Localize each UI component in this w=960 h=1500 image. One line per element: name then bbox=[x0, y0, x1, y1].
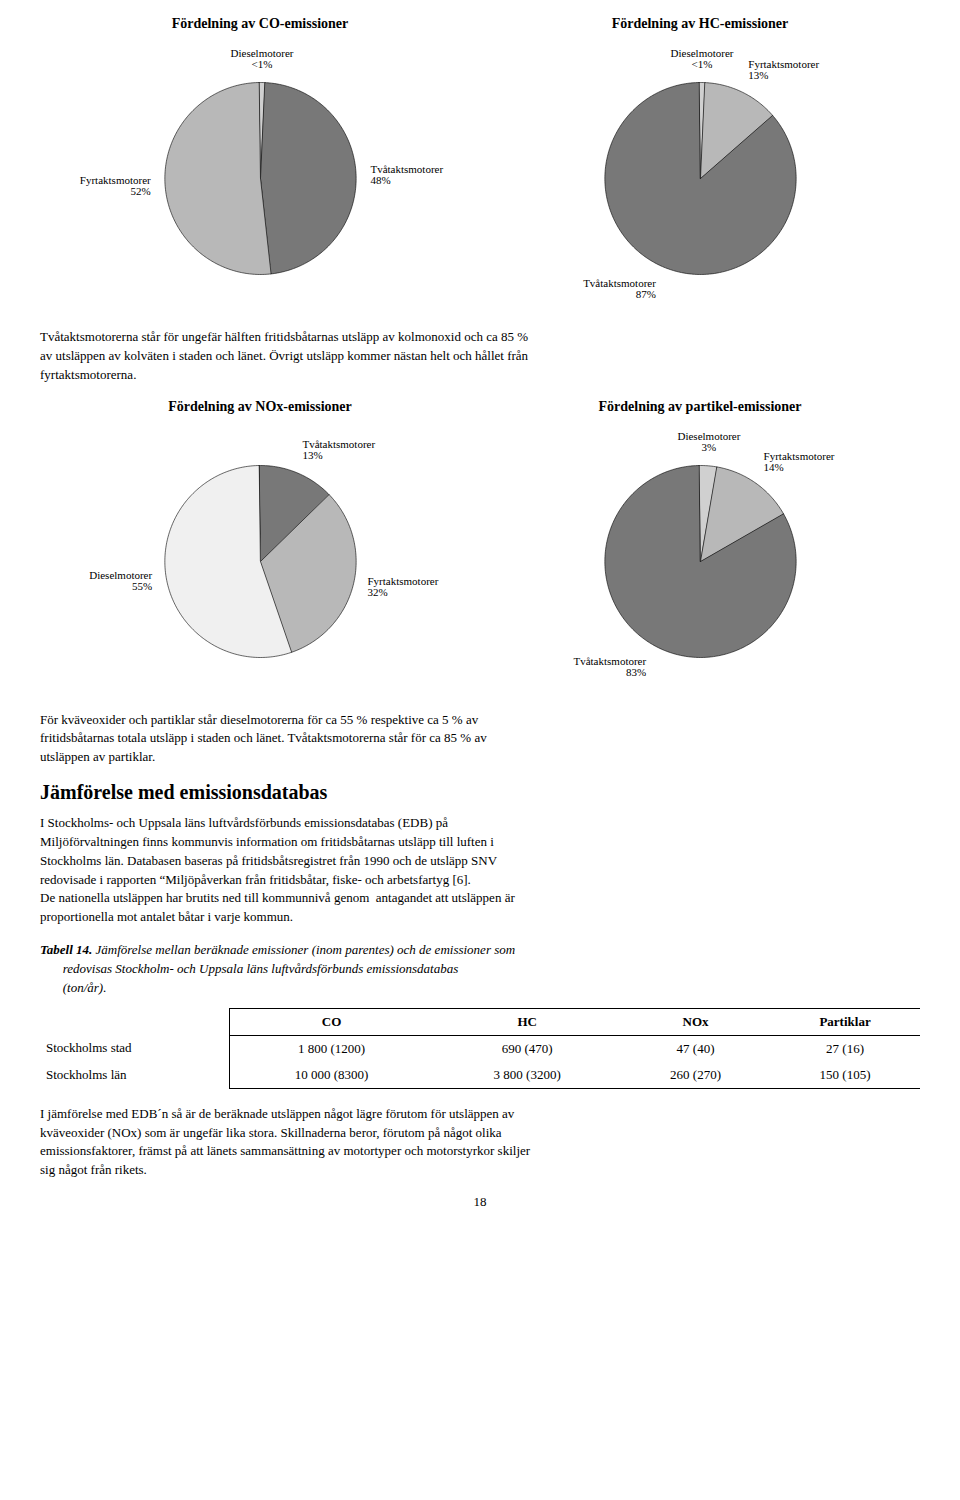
svg-text:Tvåtaktsmotorer87%: Tvåtaktsmotorer87% bbox=[583, 277, 656, 300]
html-text:Fördelning av HC-emissioner: Fördelning av HC-emissioner bbox=[611, 16, 789, 31]
html-text:Fördelning av partikel-emissio: Fördelning av partikel-emissioner bbox=[598, 398, 802, 414]
svg-text:Dieselmotorer<1%: Dieselmotorer<1% bbox=[671, 47, 734, 70]
svg-text:Dieselmotorer55%: Dieselmotorer55% bbox=[89, 568, 152, 591]
svg-text:Fyrtaktsmotorer13%: Fyrtaktsmotorer13% bbox=[748, 58, 819, 81]
html-text:47 (40): 47 (40) bbox=[676, 1040, 715, 1056]
html-text:18: 18 bbox=[473, 1194, 487, 1209]
svg-text:Tvåtaktsmotorer48%: Tvåtaktsmotorer48% bbox=[370, 163, 443, 186]
html-text:690 (470): 690 (470) bbox=[501, 1040, 553, 1056]
html-text:260 (270): 260 (270) bbox=[670, 1066, 721, 1082]
html-text:Fördelning av CO-emissioner: Fördelning av CO-emissioner bbox=[171, 16, 349, 31]
html-text:27 (16): 27 (16) bbox=[826, 1040, 864, 1056]
html-text:Jämförelse med emissionsdataba: Jämförelse med emissionsdatabas bbox=[40, 781, 328, 804]
svg-text:Tvåtaktsmotorer13%: Tvåtaktsmotorer13% bbox=[302, 438, 375, 461]
html-text:Tabell 14. Jämförelse mellan b: Tabell 14. Jämförelse mellan beräknade e… bbox=[40, 942, 516, 995]
html-text:Fördelning av NOx-emissioner: Fördelning av NOx-emissioner bbox=[168, 398, 352, 414]
html-text:För kväveoxider och partiklar: För kväveoxider och partiklar står diese… bbox=[40, 711, 487, 765]
html-text:3 800 (3200): 3 800 (3200) bbox=[493, 1066, 561, 1082]
html-text:Stockholms län: Stockholms län bbox=[46, 1066, 127, 1082]
svg-text:Tvåtaktsmotorer83%: Tvåtaktsmotorer83% bbox=[573, 655, 646, 678]
html-text:Stockholms stad: Stockholms stad bbox=[46, 1040, 132, 1056]
html-text:NOx: NOx bbox=[682, 1013, 709, 1029]
html-text:I jämförelse med EDB´n så är d: I jämförelse med EDB´n så är de beräknad… bbox=[40, 1105, 531, 1178]
svg-text:Fyrtaktsmotorer14%: Fyrtaktsmotorer14% bbox=[764, 450, 835, 473]
svg-text:Fyrtaktsmotorer32%: Fyrtaktsmotorer32% bbox=[368, 575, 439, 598]
html-text:CO: CO bbox=[321, 1013, 342, 1029]
html-text:Partiklar: Partiklar bbox=[819, 1013, 871, 1029]
svg-text:Dieselmotorer<1%: Dieselmotorer<1% bbox=[231, 47, 294, 70]
html-text:10 000 (8300): 10 000 (8300) bbox=[294, 1066, 369, 1082]
html-text:150 (105): 150 (105) bbox=[819, 1066, 871, 1082]
html-text:Tvåtaktsmotorerna står för ung: Tvåtaktsmotorerna står för ungefär hälft… bbox=[40, 329, 529, 382]
html-text:HC: HC bbox=[517, 1013, 537, 1029]
html-text:I Stockholms- och Uppsala läns: I Stockholms- och Uppsala läns luftvårds… bbox=[40, 815, 515, 925]
svg-text:Dieselmotorer3%: Dieselmotorer3% bbox=[677, 430, 740, 453]
html-text:1 800 (1200): 1 800 (1200) bbox=[297, 1040, 366, 1056]
svg-text:Fyrtaktsmotorer52%: Fyrtaktsmotorer52% bbox=[80, 174, 151, 197]
